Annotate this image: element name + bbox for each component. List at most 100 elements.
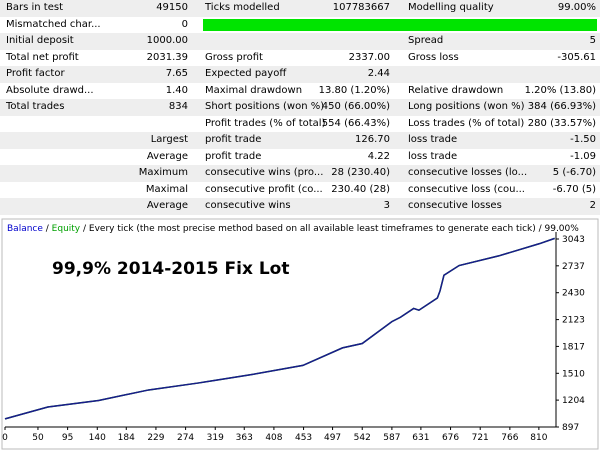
- cell-label: Modelling quality: [408, 2, 494, 13]
- legend-entry: Balance: [7, 224, 46, 234]
- cell-label: Average: [146, 150, 188, 162]
- cell-label: Mismatched char...: [6, 18, 101, 30]
- y-tick-label: 2430: [562, 289, 585, 299]
- x-tick-label: 587: [383, 433, 400, 443]
- cell-value: 107783667: [332, 2, 390, 13]
- annotation: 99,9% 2014-2015 Fix Lot: [52, 259, 289, 279]
- cell-label: Bars in test: [6, 2, 63, 13]
- summary-table: Bars in test 49150 Ticks modelled 107783667…: [0, 0, 600, 215]
- cell-label: consecutive losses: [408, 200, 502, 211]
- table-row: Bars in test 49150 Ticks modelled 107783667…: [0, 0, 600, 17]
- x-tick-label: 50: [32, 433, 44, 443]
- cell-label: consecutive wins (pro...: [205, 167, 324, 178]
- y-tick-label: 897: [562, 423, 579, 433]
- cell-label: loss trade: [408, 150, 458, 162]
- cell-value: 554 (66.43%): [321, 117, 390, 129]
- chart: 0 50 95 140 184 229 274 319 363 408 453 497 542 587 63…: [1, 218, 599, 450]
- cell-label: consecutive wins: [205, 200, 291, 211]
- cell-label: consecutive profit (co...: [205, 183, 323, 195]
- cell-value: 230.40 (28): [331, 183, 390, 195]
- table-row: Profit trades (% of total) 554 (66.43%) Lo…: [0, 116, 600, 133]
- x-tick-label: 274: [177, 433, 194, 443]
- cell-value: 2: [589, 200, 596, 211]
- table-row: Initial deposit 1000.00 Spread 5: [0, 33, 600, 50]
- table-row: Total net profit 2031.39 Gross profit 2337.…: [0, 50, 600, 67]
- y-tick-label: 2123: [562, 316, 585, 326]
- legend-separator: /: [46, 224, 52, 234]
- cell-value: 834: [168, 101, 188, 112]
- x-tick-label: 319: [207, 433, 224, 443]
- cell-label: Total trades: [6, 101, 65, 112]
- cell-label: consecutive losses (lo...: [408, 167, 528, 178]
- table-row: Largest profit trade 126.70 loss trade -1.50: [0, 132, 600, 149]
- x-tick-label: 184: [118, 433, 135, 443]
- table-row: Mismatched char... 0: [0, 17, 600, 34]
- cell-value: 3: [383, 200, 390, 211]
- cell-label: Relative drawdown: [408, 84, 504, 96]
- y-tick-label: 1204: [562, 396, 585, 406]
- x-tick-label: 721: [472, 433, 489, 443]
- table-row: Absolute drawd... 1.40 Maximal drawdown 13.…: [0, 83, 600, 100]
- x-tick-label: 453: [295, 433, 312, 443]
- table-row: Average profit trade 4.22 loss trade -1.09: [0, 149, 600, 166]
- cell-value: 5: [589, 35, 596, 46]
- cell-value: 2.44: [367, 68, 390, 79]
- y-tick-label: 1510: [562, 369, 585, 379]
- cell-value: 4.22: [367, 150, 390, 162]
- cell-label: Loss trades (% of total): [408, 117, 525, 129]
- cell-label: profit trade: [205, 150, 262, 162]
- cell-label: Average: [146, 200, 188, 211]
- cell-label: Total net profit: [6, 51, 79, 63]
- cell-label: Profit trades (% of total): [205, 117, 326, 129]
- cell-value: -1.50: [570, 134, 596, 145]
- cell-label: Spread: [408, 35, 444, 46]
- cell-value: 2031.39: [146, 51, 188, 63]
- cell-value: 13.80 (1.20%): [318, 84, 390, 96]
- cell-value: 280 (33.57%): [527, 117, 596, 129]
- cell-label: Gross profit: [205, 51, 263, 63]
- cell-label: consecutive loss (cou...: [408, 183, 525, 195]
- x-tick-label: 363: [236, 433, 253, 443]
- cell-value: -1.09: [570, 150, 596, 162]
- x-tick-label: 95: [62, 433, 73, 443]
- cell-value: 1.20% (13.80): [524, 84, 596, 96]
- cell-value: 0: [181, 18, 188, 30]
- cell-label: Absolute drawd...: [6, 84, 94, 96]
- cell-value: 5 (-6.70): [552, 167, 596, 178]
- cell-value: 126.70: [355, 134, 390, 145]
- x-tick-label: 229: [147, 433, 164, 443]
- cell-label: Expected payoff: [205, 68, 287, 79]
- table-row: Average consecutive wins 3 consecutive loss…: [0, 198, 600, 215]
- cell-value: 49150: [156, 2, 188, 13]
- x-tick-label: 676: [442, 433, 459, 443]
- quality-bar: [203, 18, 597, 31]
- cell-label: Short positions (won %): [205, 101, 325, 112]
- cell-value: 1.40: [165, 84, 188, 96]
- cell-label: loss trade: [408, 134, 458, 145]
- x-tick-label: 810: [530, 433, 547, 443]
- legend-entry: Equity: [52, 224, 83, 234]
- cell-value: 28 (230.40): [331, 167, 390, 178]
- cell-label: Gross loss: [408, 51, 459, 63]
- cell-value: 450 (66.00%): [321, 101, 390, 112]
- y-tick-label: 2737: [562, 262, 585, 272]
- x-tick-label: 408: [265, 433, 282, 443]
- cell-value: -305.61: [557, 51, 596, 63]
- cell-value: 1000.00: [146, 35, 188, 46]
- cell-value: 99.00%: [557, 2, 596, 13]
- y-tick-label: 1817: [562, 342, 585, 352]
- table-row: Total trades 834 Short positions (won %) 45…: [0, 99, 600, 116]
- legend-text: / Every tick (the most precise method ba…: [83, 224, 579, 234]
- cell-label: Maximum: [138, 167, 188, 178]
- cell-label: profit trade: [205, 134, 262, 145]
- cell-label: Long positions (won %): [408, 101, 525, 112]
- x-tick-label: 497: [324, 433, 341, 443]
- cell-label: Maximal drawdown: [205, 84, 303, 96]
- cell-value: 7.65: [165, 68, 188, 79]
- cell-label: Maximal: [145, 183, 188, 195]
- series-line: [4, 237, 555, 420]
- table-row: Maximum consecutive wins (pro... 28 (230.4…: [0, 165, 600, 182]
- table-row: Profit factor 7.65 Expected payoff 2.44: [0, 66, 600, 83]
- x-tick-label: 542: [354, 433, 371, 443]
